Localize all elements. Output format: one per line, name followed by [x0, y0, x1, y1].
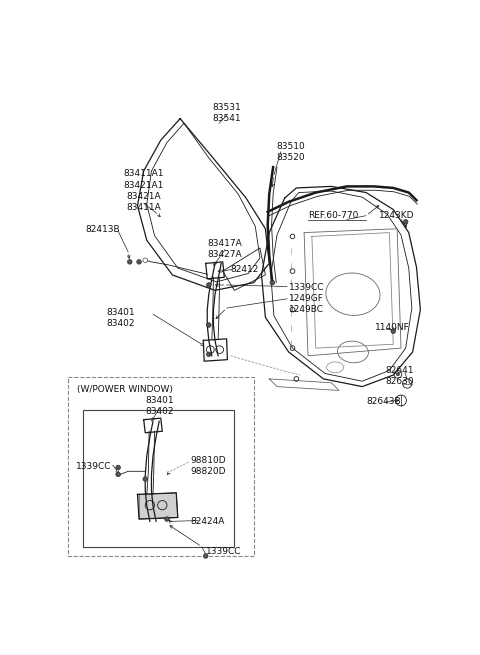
Circle shape [116, 472, 120, 477]
Circle shape [143, 258, 147, 263]
Text: 1339CC: 1339CC [288, 284, 324, 292]
Bar [83, 409, 234, 547]
Text: 83401
83402: 83401 83402 [145, 396, 173, 416]
Circle shape [270, 280, 275, 285]
Text: 1249GF
1249BC: 1249GF 1249BC [288, 294, 324, 314]
Circle shape [116, 465, 120, 470]
Text: 98810D
98820D: 98810D 98820D [190, 456, 226, 476]
Text: 82413B: 82413B [85, 225, 120, 234]
Circle shape [396, 373, 399, 376]
Circle shape [204, 553, 208, 558]
Text: 82641
82630: 82641 82630 [385, 365, 414, 386]
Circle shape [206, 352, 211, 356]
Text: 83417A
83427A: 83417A 83427A [208, 239, 242, 259]
Text: 83411A1
83421A1
83421A
83411A: 83411A1 83421A1 83421A 83411A [123, 170, 164, 212]
Text: 82643B: 82643B [366, 397, 401, 405]
Circle shape [391, 329, 396, 333]
Circle shape [206, 283, 211, 288]
Text: (W/POWER WINDOW): (W/POWER WINDOW) [77, 385, 173, 394]
Text: 83510
83520: 83510 83520 [276, 141, 305, 162]
Text: 1339CC: 1339CC [206, 547, 241, 555]
Circle shape [143, 477, 147, 481]
Text: 83531
83541: 83531 83541 [212, 103, 241, 123]
Text: 82424A: 82424A [190, 517, 225, 527]
Circle shape [206, 323, 211, 328]
Text: 83401
83402: 83401 83402 [106, 308, 135, 328]
Polygon shape [139, 493, 178, 519]
Circle shape [127, 259, 132, 264]
Circle shape [403, 219, 408, 224]
Circle shape [165, 517, 169, 521]
Text: 82412: 82412 [230, 265, 259, 274]
Text: 1243KD: 1243KD [379, 211, 415, 220]
Text: 1140NF: 1140NF [375, 324, 409, 333]
Text: REF.60-770: REF.60-770 [308, 211, 359, 220]
Circle shape [137, 259, 142, 264]
Text: 1339CC: 1339CC [75, 462, 111, 471]
